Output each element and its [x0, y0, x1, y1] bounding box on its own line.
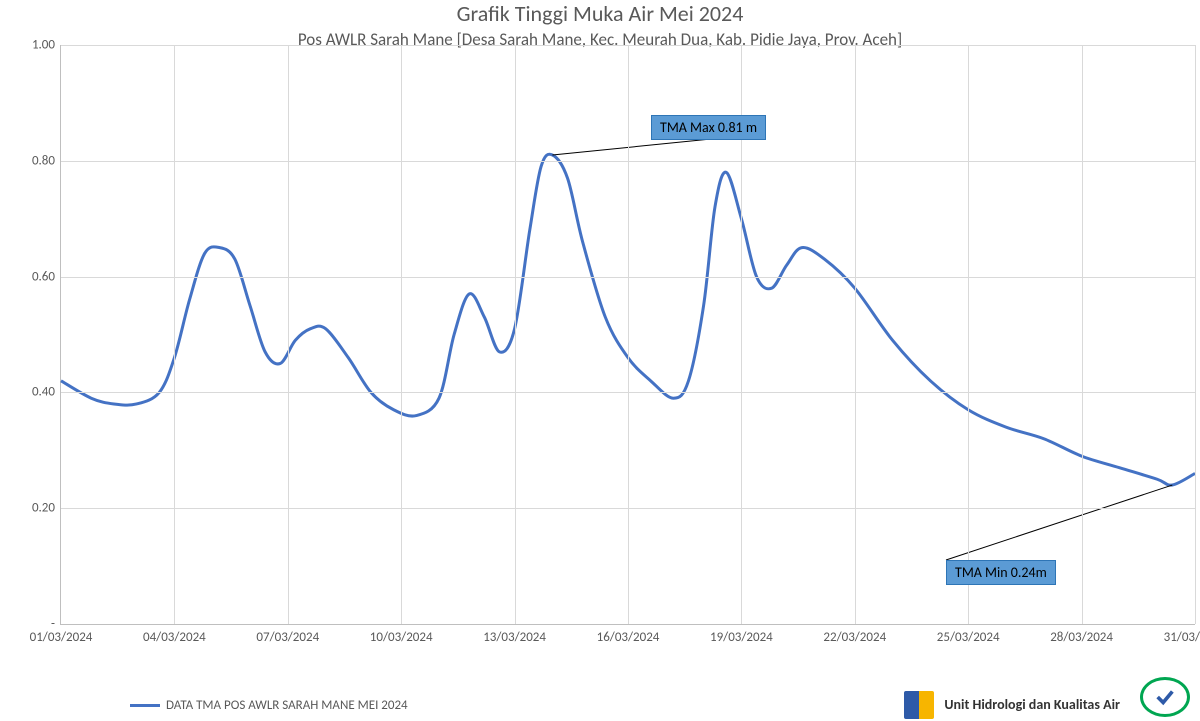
x-tick-label: 28/03/2024 — [1050, 630, 1113, 645]
legend: DATA TMA POS AWLR SARAH MANE MEI 2024 — [130, 698, 408, 713]
gridline-v — [1082, 45, 1083, 624]
iso-badge-icon — [1140, 677, 1190, 717]
org-line1: Unit Hidrologi dan Kualitas Air — [944, 697, 1120, 712]
org-logo-icon — [904, 691, 934, 719]
callout-max: TMA Max 0.81 m — [651, 115, 766, 140]
legend-swatch — [130, 704, 160, 707]
x-tick-label: 01/03/2024 — [30, 630, 93, 645]
x-tick-label: 16/03/2024 — [597, 630, 660, 645]
x-tick-label: 13/03/2024 — [483, 630, 546, 645]
x-tick-label: 04/03/2024 — [143, 630, 206, 645]
x-tick-label: 07/03/2024 — [256, 630, 319, 645]
callout-max-leader — [552, 139, 711, 155]
gridline-v — [968, 45, 969, 624]
gridline-v — [288, 45, 289, 624]
gridline-v — [401, 45, 402, 624]
x-tick-label: 10/03/2024 — [370, 630, 433, 645]
org-text: Unit Hidrologi dan Kualitas Air — [944, 697, 1120, 712]
gridline-v — [174, 45, 175, 624]
y-tick-label: 1.00 — [32, 38, 55, 53]
footer-org: Unit Hidrologi dan Kualitas Air — [904, 691, 1120, 719]
plot-area: -0.200.400.600.801.0001/03/202404/03/202… — [60, 45, 1195, 625]
x-tick-label: 19/03/2024 — [710, 630, 773, 645]
callout-min: TMA Min 0.24m — [946, 560, 1056, 585]
chart-title: Grafik Tinggi Muka Air Mei 2024 — [0, 0, 1200, 27]
y-tick-label: 0.20 — [32, 501, 55, 516]
x-tick-label: 25/03/2024 — [937, 630, 1000, 645]
gridline-v — [515, 45, 516, 624]
x-tick-label: 31/03/2024 — [1164, 630, 1200, 645]
y-tick-label: 0.80 — [32, 153, 55, 168]
gridline-v — [628, 45, 629, 624]
chart-header: Grafik Tinggi Muka Air Mei 2024 Pos AWLR… — [0, 0, 1200, 50]
x-tick-label: 22/03/2024 — [823, 630, 886, 645]
callout-min-leader — [946, 485, 1172, 560]
y-tick-label: 0.40 — [32, 385, 55, 400]
gridline-v — [855, 45, 856, 624]
gridline-v — [1195, 45, 1196, 624]
y-tick-label: 0.60 — [32, 269, 55, 284]
legend-label: DATA TMA POS AWLR SARAH MANE MEI 2024 — [166, 698, 408, 713]
chart-container: -0.200.400.600.801.0001/03/202404/03/202… — [30, 45, 1195, 655]
